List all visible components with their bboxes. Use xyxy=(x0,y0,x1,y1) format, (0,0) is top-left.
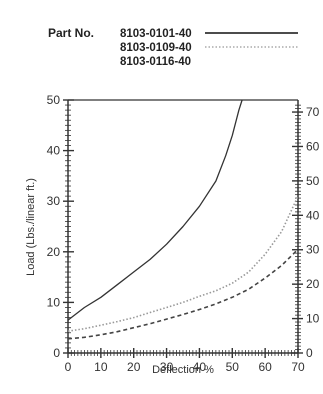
y-tick-label: 50 xyxy=(47,93,61,107)
y2-tick-label: 60 xyxy=(306,139,320,153)
legend-item-label: 8103-0109-40 xyxy=(120,42,192,54)
x-tick-label: 50 xyxy=(226,360,240,374)
x-tick-label: 30 xyxy=(160,360,174,374)
legend-item-label: 8103-0101-40 xyxy=(120,28,192,40)
x-tick-label: 20 xyxy=(127,360,141,374)
y2-tick-label: 70 xyxy=(306,105,320,119)
x-tick-label: 70 xyxy=(291,360,305,374)
y-tick-label: 0 xyxy=(53,346,60,360)
y-tick-label: 10 xyxy=(47,295,61,309)
y2-tick-label: 30 xyxy=(306,243,320,257)
x-tick-label: 10 xyxy=(94,360,108,374)
series-line-2 xyxy=(67,195,299,332)
x-tick-label: 60 xyxy=(258,360,272,374)
series-line-1 xyxy=(67,99,243,321)
y2-tick-label: 40 xyxy=(306,208,320,222)
legend-item-label: 8103-0116-40 xyxy=(120,56,191,68)
y-tick-label: 40 xyxy=(47,144,61,158)
y2-tick-label: 20 xyxy=(306,277,320,291)
y-tick-label: 30 xyxy=(47,194,61,208)
y2-tick-label: 10 xyxy=(306,312,320,326)
x-tick-label: 0 xyxy=(65,360,72,374)
legend: Part No. 8103-0101-40 8103-0109-40 8103-01… xyxy=(48,26,298,68)
y2-tick-label: 0 xyxy=(306,346,313,360)
x-axis-label: Deflection % xyxy=(152,364,214,376)
series-group xyxy=(67,99,299,340)
legend-title: Part No. xyxy=(48,26,94,40)
x-tick-label: 40 xyxy=(193,360,207,374)
y-axis-label: Load (Lbs./linear ft.) xyxy=(25,178,37,276)
y-tick-label: 20 xyxy=(47,245,61,259)
series-line-3 xyxy=(67,248,299,340)
y2-tick-label: 50 xyxy=(306,174,320,188)
